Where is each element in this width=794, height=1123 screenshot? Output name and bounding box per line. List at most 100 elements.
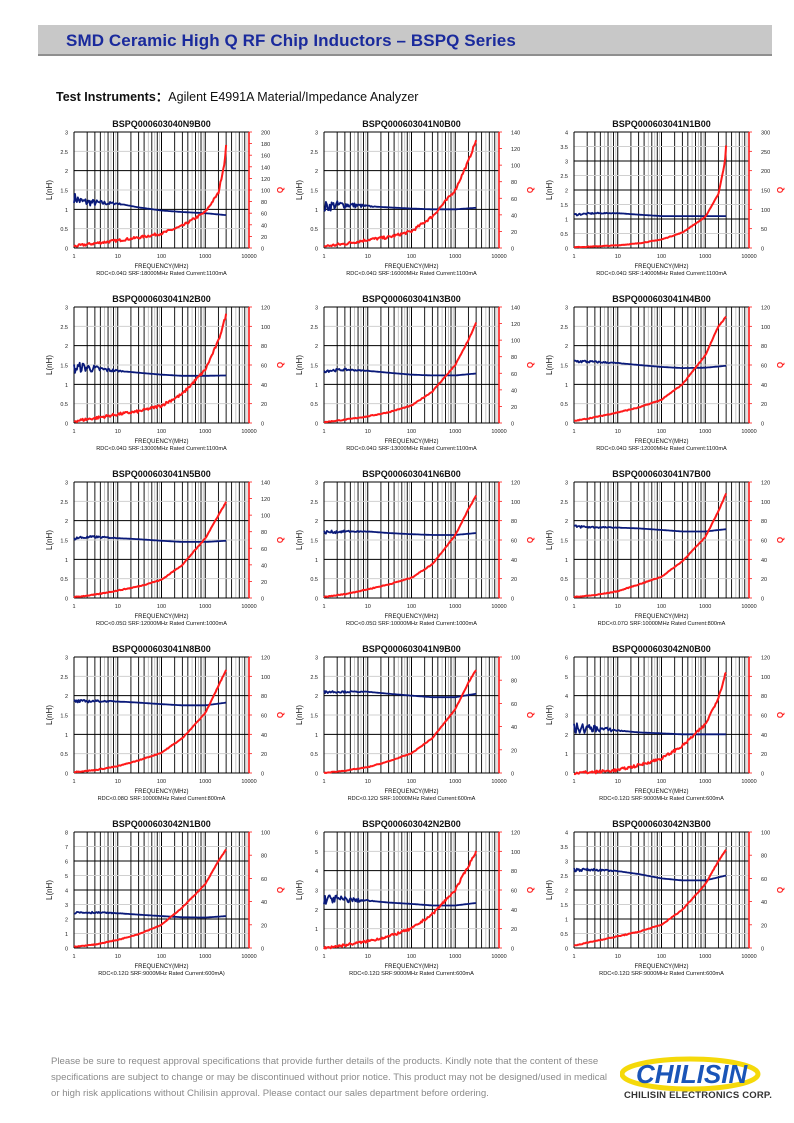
- y-tick-label: 8: [65, 831, 68, 837]
- y2-tick-label: 60: [761, 364, 767, 370]
- x-tick-label: 1000: [199, 954, 211, 960]
- y-tick-label: 2: [315, 694, 318, 700]
- chart-bspq000603041n9b00: 0 0.5 1 1.5 2 2.5 3 0 20 40 60 80 100 1 10 100 1000 10000…: [280, 640, 535, 810]
- y2-tick-label: 40: [761, 900, 767, 906]
- y-tick-label: 3: [65, 131, 68, 137]
- chart-svg: 0 0.5 1 1.5 2 2.5 3 0 20 40 60 80 100 120 140 160 180 200…: [45, 119, 285, 277]
- x-tick-label: 1000: [449, 429, 461, 435]
- y2-tick-label: 40: [261, 383, 267, 389]
- y2-tick-label: 100: [761, 831, 770, 837]
- y2-tick-label: 80: [511, 519, 517, 525]
- x-tick-label: 1: [572, 604, 575, 610]
- y2-tick-label: 140: [511, 306, 520, 312]
- y2-axis-label: Q: [526, 187, 535, 193]
- y-axis-label: L(nH): [45, 880, 54, 900]
- y2-tick-label: 140: [261, 165, 270, 171]
- y2-tick-label: 40: [511, 558, 517, 564]
- y2-axis-label: Q: [776, 887, 785, 893]
- x-tick-label: 1000: [449, 779, 461, 785]
- x-tick-label: 10000: [241, 604, 256, 610]
- chart-title: BSPQ000603041N7B00: [612, 469, 711, 479]
- y2-axis-label: Q: [526, 712, 535, 718]
- y2-tick-label: 0: [761, 422, 764, 428]
- y2-tick-label: 60: [261, 877, 267, 883]
- chart-svg: 0 0.5 1 1.5 2 2.5 3 0 20 40 60 80 100 1 10 100 1000 10000…: [295, 644, 535, 802]
- spec-line: RDC<0.05Ω SRF:10000MHz Rated Current:100…: [346, 621, 477, 627]
- q-series-line: [573, 493, 728, 599]
- inductance-series-line: [573, 867, 727, 882]
- chart-title: BSPQ000603042N1B00: [112, 819, 211, 829]
- y2-tick-label: 100: [261, 831, 270, 837]
- x-tick-label: 1000: [699, 254, 711, 260]
- y-tick-label: 1: [565, 218, 568, 224]
- y-axis-label: L(nH): [545, 530, 554, 550]
- x-tick-label: 100: [657, 604, 666, 610]
- y-tick-label: 1: [65, 383, 68, 389]
- x-tick-label: 10000: [241, 779, 256, 785]
- y-tick-label: 2.5: [310, 325, 318, 331]
- x-tick-label: 1000: [449, 254, 461, 260]
- y-tick-label: 6: [565, 656, 568, 662]
- y-tick-label: 1: [65, 208, 68, 214]
- y-tick-label: 0: [565, 772, 568, 778]
- x-tick-label: 1000: [449, 604, 461, 610]
- chart-svg: 0 0.5 1 1.5 2 2.5 3 0 20 40 60 80 100 120 140 1 10 100 100…: [295, 294, 535, 452]
- y-tick-label: 0: [65, 422, 68, 428]
- chart-bspq000603041n3b00: 0 0.5 1 1.5 2 2.5 3 0 20 40 60 80 100 120 140 1 10 100 100…: [280, 290, 535, 460]
- x-axis-label: FREQUENCY(MHz): [135, 789, 189, 795]
- y-tick-label: 0: [315, 772, 318, 778]
- inductance-series-line: [74, 910, 227, 919]
- y2-tick-label: 0: [761, 947, 764, 953]
- chart-bspq000603041n1b00: 0 0.5 1 1.5 2 2.5 3 3.5 4 0 50 100 150 200 250 300 1 10 10…: [530, 115, 785, 285]
- y2-tick-label: 20: [511, 405, 517, 411]
- y2-tick-label: 40: [261, 900, 267, 906]
- chart-title: BSPQ000603040N9B00: [112, 119, 211, 129]
- y-tick-label: 2.5: [560, 500, 568, 506]
- y-axis-label: L(nH): [545, 705, 554, 725]
- q-series-line: [323, 850, 478, 950]
- chart-bspq000603041n7b00: 0 0.5 1 1.5 2 2.5 3 0 20 40 60 80 100 120 1 10 100 1000 10…: [530, 465, 785, 635]
- x-tick-label: 1000: [199, 604, 211, 610]
- y-axis-label: L(nH): [45, 705, 54, 725]
- y-tick-label: 0: [65, 597, 68, 603]
- spec-line: RDC<0.04Ω SRF:18000MHz Rated Current:110…: [96, 271, 227, 277]
- y-tick-label: 2: [65, 519, 68, 525]
- x-tick-label: 10: [115, 429, 121, 435]
- x-tick-label: 100: [157, 604, 166, 610]
- x-tick-label: 10000: [741, 429, 756, 435]
- x-axis-label: FREQUENCY(MHz): [635, 439, 689, 445]
- y-tick-label: 3: [65, 903, 68, 909]
- y2-tick-label: 150: [761, 189, 770, 195]
- x-axis-label: FREQUENCY(MHz): [135, 964, 189, 970]
- y-tick-label: 2: [65, 694, 68, 700]
- y2-tick-label: 100: [261, 325, 270, 331]
- y2-tick-label: 60: [761, 877, 767, 883]
- x-tick-label: 100: [157, 254, 166, 260]
- q-series-line: [323, 139, 478, 248]
- x-axis-label: FREQUENCY(MHz): [635, 789, 689, 795]
- y2-tick-label: 20: [261, 235, 267, 241]
- y-axis-label: L(nH): [295, 180, 304, 200]
- header-bar: SMD Ceramic High Q RF Chip Inductors – B…: [38, 25, 772, 56]
- y2-tick-label: 40: [761, 733, 767, 739]
- q-series-line: [73, 501, 228, 599]
- x-tick-label: 1: [322, 254, 325, 260]
- y2-tick-label: 120: [261, 497, 270, 503]
- y-tick-label: 2: [565, 519, 568, 525]
- inductance-series-line: [573, 524, 727, 533]
- x-tick-label: 1: [572, 254, 575, 260]
- x-tick-label: 1: [72, 779, 75, 785]
- test-instruments: Test Instruments：Agilent E4991A Material…: [56, 86, 418, 105]
- y2-tick-label: 120: [511, 147, 520, 153]
- q-series-line: [573, 849, 727, 947]
- q-series-line: [73, 144, 228, 248]
- y-tick-label: 2.5: [60, 150, 68, 156]
- y2-tick-label: 0: [261, 947, 264, 953]
- y-axis-label: L(nH): [295, 530, 304, 550]
- y-tick-label: 1.5: [310, 364, 318, 370]
- test-instruments-value: Agilent E4991A Material/Impedance Analyz…: [168, 90, 419, 104]
- chart-bspq000603041n4b00: 0 0.5 1 1.5 2 2.5 3 0 20 40 60 80 100 120 1 10 100 1000 10…: [530, 290, 785, 460]
- y-tick-label: 3: [315, 889, 318, 895]
- y2-tick-label: 50: [761, 227, 767, 233]
